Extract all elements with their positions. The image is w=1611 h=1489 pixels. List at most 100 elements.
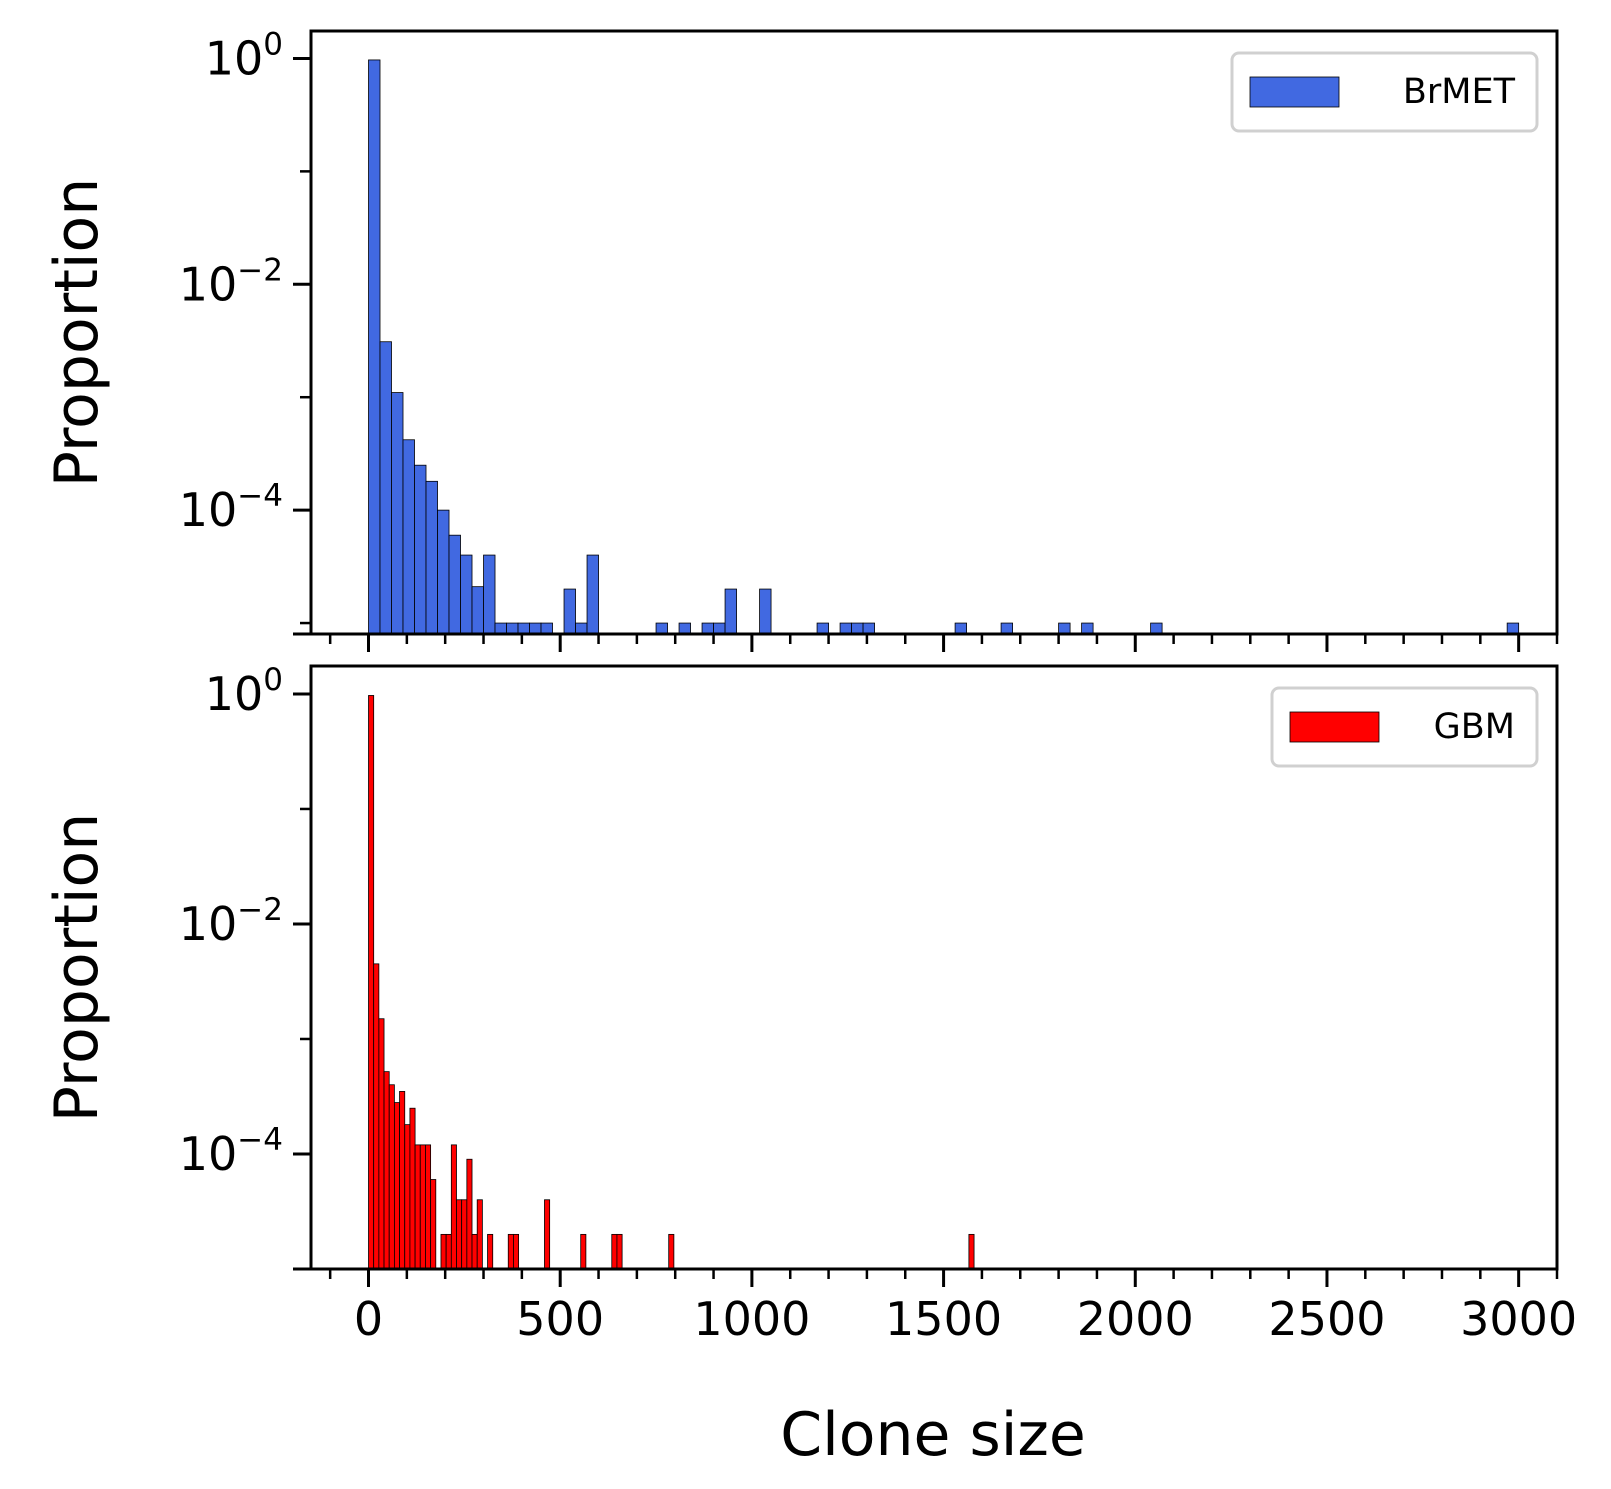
legend-frame: [1270, 686, 1539, 768]
bar: [445, 1233, 452, 1270]
bar: [409, 1107, 416, 1270]
bar: [1081, 622, 1094, 635]
bar: [862, 622, 875, 635]
x-axis-title: Clone size: [780, 1400, 1086, 1470]
bar: [544, 1199, 551, 1270]
bar: [1000, 622, 1013, 635]
bar: [507, 1233, 514, 1270]
bar: [466, 1158, 473, 1270]
y-tick-label: 10−4: [179, 1122, 283, 1181]
plot-frame: [309, 29, 1559, 636]
y-tick-base: 10: [179, 483, 238, 537]
x-tick-label: 2000: [1077, 1292, 1194, 1346]
y-tick-exponent: −4: [237, 478, 283, 514]
legend: BrMET: [1230, 51, 1539, 133]
bar: [476, 1199, 483, 1270]
bar: [954, 622, 967, 635]
x-tick-label: 1000: [693, 1292, 810, 1346]
bar: [483, 554, 496, 635]
bar: [378, 1018, 385, 1270]
y-tick-label: 100: [205, 26, 283, 85]
bar: [383, 1071, 390, 1270]
bar: [724, 588, 737, 635]
y-tick-exponent: −4: [237, 1122, 283, 1158]
bar: [517, 622, 530, 635]
bar: [437, 509, 450, 635]
bar: [494, 622, 507, 635]
bottom-panel: 0 500 1000 1500 2000 2500 300010010−210−4Propo…: [42, 662, 1577, 1346]
bar: [425, 1144, 432, 1270]
bar: [616, 1233, 623, 1270]
legend: GBM: [1270, 686, 1539, 768]
bar: [816, 622, 829, 635]
bar: [399, 1091, 406, 1270]
bar: [379, 341, 392, 635]
bar: [586, 554, 599, 635]
bar: [513, 1233, 520, 1270]
y-tick-exponent: −2: [237, 892, 283, 928]
bar: [368, 59, 381, 635]
y-tick-label: 100: [205, 662, 283, 721]
y-tick-label: 10−4: [179, 478, 283, 537]
legend-frame: [1230, 51, 1539, 133]
bar: [540, 622, 553, 635]
bar: [368, 695, 375, 1270]
bar: [440, 1233, 447, 1270]
y-tick-label: 10−2: [179, 892, 283, 951]
bar: [678, 622, 691, 635]
y-tick-exponent: 0: [263, 26, 283, 62]
plot-frame: [309, 664, 1559, 1271]
bar: [461, 1199, 468, 1270]
bar: [414, 464, 427, 635]
legend-swatch: [1249, 76, 1340, 108]
x-tick-label: 3000: [1460, 1292, 1577, 1346]
bar: [611, 1233, 618, 1270]
bar: [456, 1199, 463, 1270]
bar: [655, 622, 668, 635]
bar: [404, 1124, 411, 1270]
y-tick-base: 10: [179, 257, 238, 311]
y-tick-label: 10−2: [179, 252, 283, 311]
y-tick-base: 10: [205, 667, 264, 721]
bar: [471, 586, 484, 635]
y-tick-exponent: −2: [237, 252, 283, 288]
bar: [701, 622, 714, 635]
bar: [968, 1233, 975, 1270]
bar: [487, 1233, 494, 1270]
bar: [529, 622, 542, 635]
x-tick-label: 500: [516, 1292, 604, 1346]
bar: [1058, 622, 1071, 635]
y-tick-base: 10: [179, 897, 238, 951]
bar: [839, 622, 852, 635]
bar: [388, 1084, 395, 1270]
y-axis-title: Proportion: [42, 178, 112, 488]
bar: [414, 1144, 421, 1270]
bar: [448, 534, 461, 635]
bars: [368, 695, 975, 1270]
bar: [425, 480, 438, 635]
legend-label: GBM: [1434, 707, 1515, 747]
y-tick-base: 10: [205, 31, 264, 85]
bars: [368, 59, 1520, 635]
bar: [759, 588, 772, 635]
bar: [393, 1102, 400, 1270]
bar: [402, 439, 415, 635]
bar: [419, 1144, 426, 1270]
legend-label: BrMET: [1403, 72, 1516, 112]
bar: [373, 963, 380, 1270]
x-tick-label: 0: [354, 1292, 383, 1346]
bar: [460, 554, 473, 635]
bar: [430, 1179, 437, 1270]
bar: [450, 1144, 457, 1270]
bar: [580, 1233, 587, 1270]
bar: [668, 1233, 675, 1270]
y-tick-exponent: 0: [263, 662, 283, 698]
bar: [713, 622, 726, 635]
legend-swatch: [1289, 711, 1380, 743]
bar: [563, 588, 576, 635]
bar: [391, 392, 404, 635]
bar: [471, 1233, 478, 1270]
bar: [506, 622, 519, 635]
